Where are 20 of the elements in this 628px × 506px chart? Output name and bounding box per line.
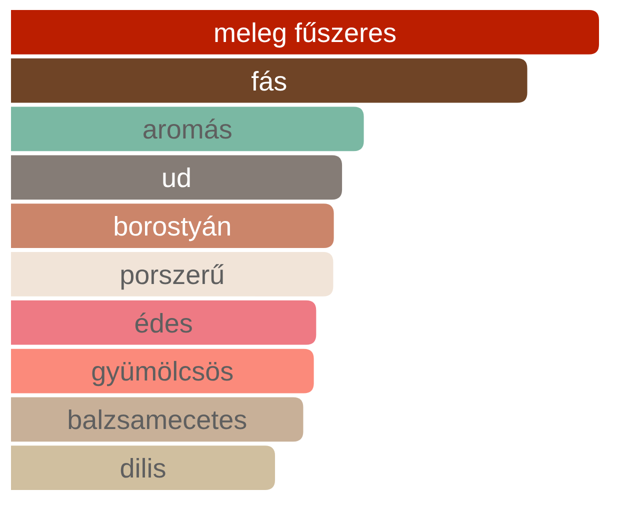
y-tick-label: porszerű (120, 260, 225, 290)
y-tick-label: ud (162, 163, 192, 194)
y-tick-label: gyümölcsös (91, 356, 234, 387)
bar (11, 252, 334, 296)
y-tick-label: dilis (120, 454, 166, 484)
bar (11, 106, 364, 152)
bar (11, 397, 304, 442)
bar (11, 58, 528, 103)
bar (11, 10, 599, 54)
y-tick-label: balzsamecetes (67, 405, 248, 436)
y-tick-label: édes (134, 308, 193, 338)
y-tick-label: fás (251, 66, 288, 96)
bar (11, 155, 342, 200)
y-tick-label: meleg fűszeres (213, 18, 397, 48)
bar (11, 446, 276, 490)
bar (11, 348, 314, 394)
y-tick-label: aromás (142, 114, 232, 145)
bar (11, 204, 334, 248)
y-tick-label: borostyán (113, 212, 232, 242)
bar (11, 300, 316, 345)
